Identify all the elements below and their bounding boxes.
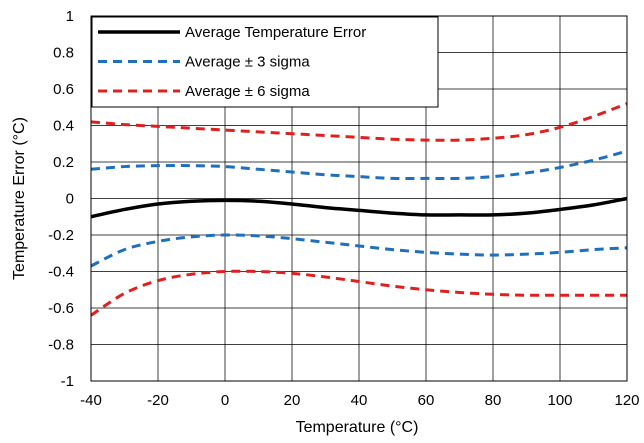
legend-label-1: Average Temperature Error: [185, 24, 366, 41]
y-tick-label: -0.8: [48, 337, 74, 354]
y-tick-label: -0.2: [48, 227, 74, 244]
series-line-5: [90, 269, 627, 317]
x-tick-label: 80: [485, 392, 502, 409]
legend: Average Temperature Error Average ± 3 sig…: [91, 16, 439, 108]
series-lines: [90, 102, 628, 317]
y-tick-label: 1: [66, 8, 74, 25]
x-tick-label: 40: [351, 392, 368, 409]
y-tick-label: -0.6: [48, 300, 74, 317]
x-tick-label: 60: [418, 392, 435, 409]
y-tick-label: -0.4: [48, 264, 74, 281]
y-tick-label: -1: [61, 373, 74, 390]
series-line-4: [90, 102, 628, 142]
x-tick-label: 20: [284, 392, 301, 409]
x-tick-label: 0: [221, 392, 229, 409]
y-tick-label: 0: [66, 191, 74, 208]
legend-label-2: Average ± 3 sigma: [185, 54, 310, 71]
x-tick-label: 120: [614, 392, 639, 409]
x-tick-label: 100: [547, 392, 572, 409]
series-line-2: [90, 149, 628, 181]
y-tick-label: 0.8: [53, 45, 74, 62]
y-tick-label: 0.6: [53, 81, 74, 98]
x-tick-label: -20: [147, 392, 169, 409]
legend-label-3: Average ± 6 sigma: [185, 83, 310, 100]
y-tick-label: 0.4: [53, 118, 74, 135]
x-axis-title: Temperature (°C): [296, 419, 419, 436]
plot-frame: [90, 15, 628, 382]
series-line-1: [90, 196, 628, 219]
y-axis-title: Temperature Error (°C): [11, 117, 28, 280]
x-tick-label: -40: [80, 392, 102, 409]
tick-labels: -40 -20 0 20 40 60 80 100 120 -1 -0.8 -0.6 -0.4 -0.2 0…: [48, 8, 639, 409]
y-tick-label: 0.2: [53, 154, 74, 171]
legend-items: Average Temperature Error Average ± 3 sig…: [98, 24, 366, 100]
series-line-3: [90, 233, 628, 268]
